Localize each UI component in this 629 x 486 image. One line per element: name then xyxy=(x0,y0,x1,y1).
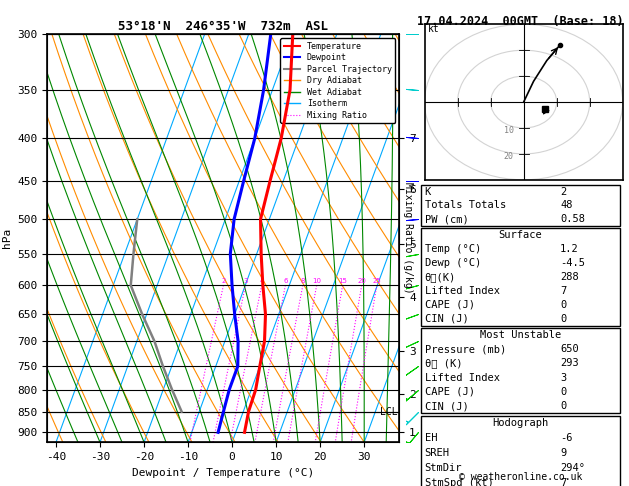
Text: 1.2: 1.2 xyxy=(560,244,579,254)
Text: StmSpd (kt): StmSpd (kt) xyxy=(425,478,493,486)
Text: 0: 0 xyxy=(560,300,566,310)
Text: 20: 20 xyxy=(504,152,514,161)
Text: SREH: SREH xyxy=(425,448,450,458)
Text: CAPE (J): CAPE (J) xyxy=(425,300,474,310)
Text: -4.5: -4.5 xyxy=(560,258,585,268)
Text: 20: 20 xyxy=(357,278,366,283)
Text: 25: 25 xyxy=(372,278,381,283)
Text: 3: 3 xyxy=(243,278,248,283)
Text: © weatheronline.co.uk: © weatheronline.co.uk xyxy=(459,472,582,482)
Text: 9: 9 xyxy=(560,448,566,458)
Text: 10: 10 xyxy=(312,278,321,283)
Y-axis label: km
ASL: km ASL xyxy=(421,238,438,260)
Legend: Temperature, Dewpoint, Parcel Trajectory, Dry Adiabat, Wet Adiabat, Isotherm, Mi: Temperature, Dewpoint, Parcel Trajectory… xyxy=(281,38,395,123)
Text: Pressure (mb): Pressure (mb) xyxy=(425,344,506,354)
Text: CAPE (J): CAPE (J) xyxy=(425,387,474,397)
Text: StmDir: StmDir xyxy=(425,463,462,473)
Text: 0: 0 xyxy=(560,401,566,411)
Text: 10: 10 xyxy=(504,126,514,135)
Text: 293: 293 xyxy=(560,359,579,368)
Text: -6: -6 xyxy=(560,433,572,443)
Text: Lifted Index: Lifted Index xyxy=(425,286,499,296)
Text: 7: 7 xyxy=(560,286,566,296)
Text: Hodograph: Hodograph xyxy=(493,418,548,428)
Text: K: K xyxy=(425,187,431,196)
Text: 4: 4 xyxy=(260,278,264,283)
Text: 17.04.2024  00GMT  (Base: 18): 17.04.2024 00GMT (Base: 18) xyxy=(417,15,624,28)
Text: 294°: 294° xyxy=(560,463,585,473)
Text: 288: 288 xyxy=(560,272,579,282)
Text: 6: 6 xyxy=(283,278,287,283)
Text: LCL: LCL xyxy=(381,407,398,417)
Text: Dewp (°C): Dewp (°C) xyxy=(425,258,481,268)
Text: Totals Totals: Totals Totals xyxy=(425,200,506,210)
Text: kt: kt xyxy=(428,24,440,34)
Text: CIN (J): CIN (J) xyxy=(425,313,469,324)
Text: CIN (J): CIN (J) xyxy=(425,401,469,411)
Text: 650: 650 xyxy=(560,344,579,354)
Text: 0.58: 0.58 xyxy=(560,214,585,224)
Text: Temp (°C): Temp (°C) xyxy=(425,244,481,254)
Title: 53°18'N  246°35'W  732m  ASL: 53°18'N 246°35'W 732m ASL xyxy=(118,20,328,33)
Text: Mixing Ratio (g/kg): Mixing Ratio (g/kg) xyxy=(403,182,413,294)
Text: PW (cm): PW (cm) xyxy=(425,214,469,224)
X-axis label: Dewpoint / Temperature (°C): Dewpoint / Temperature (°C) xyxy=(132,468,314,478)
Text: θᴄ(K): θᴄ(K) xyxy=(425,272,456,282)
Text: 7: 7 xyxy=(560,478,566,486)
Text: 3: 3 xyxy=(560,373,566,382)
Text: Surface: Surface xyxy=(499,230,542,241)
Text: 48: 48 xyxy=(560,200,572,210)
Text: 2: 2 xyxy=(560,187,566,196)
Text: 0: 0 xyxy=(560,313,566,324)
Text: EH: EH xyxy=(425,433,437,443)
Text: 2: 2 xyxy=(221,278,226,283)
Text: 15: 15 xyxy=(338,278,347,283)
Text: θᴄ (K): θᴄ (K) xyxy=(425,359,462,368)
Text: Most Unstable: Most Unstable xyxy=(480,330,561,340)
Text: 0: 0 xyxy=(560,387,566,397)
Text: 8: 8 xyxy=(301,278,305,283)
Y-axis label: hPa: hPa xyxy=(2,228,12,248)
Text: Lifted Index: Lifted Index xyxy=(425,373,499,382)
